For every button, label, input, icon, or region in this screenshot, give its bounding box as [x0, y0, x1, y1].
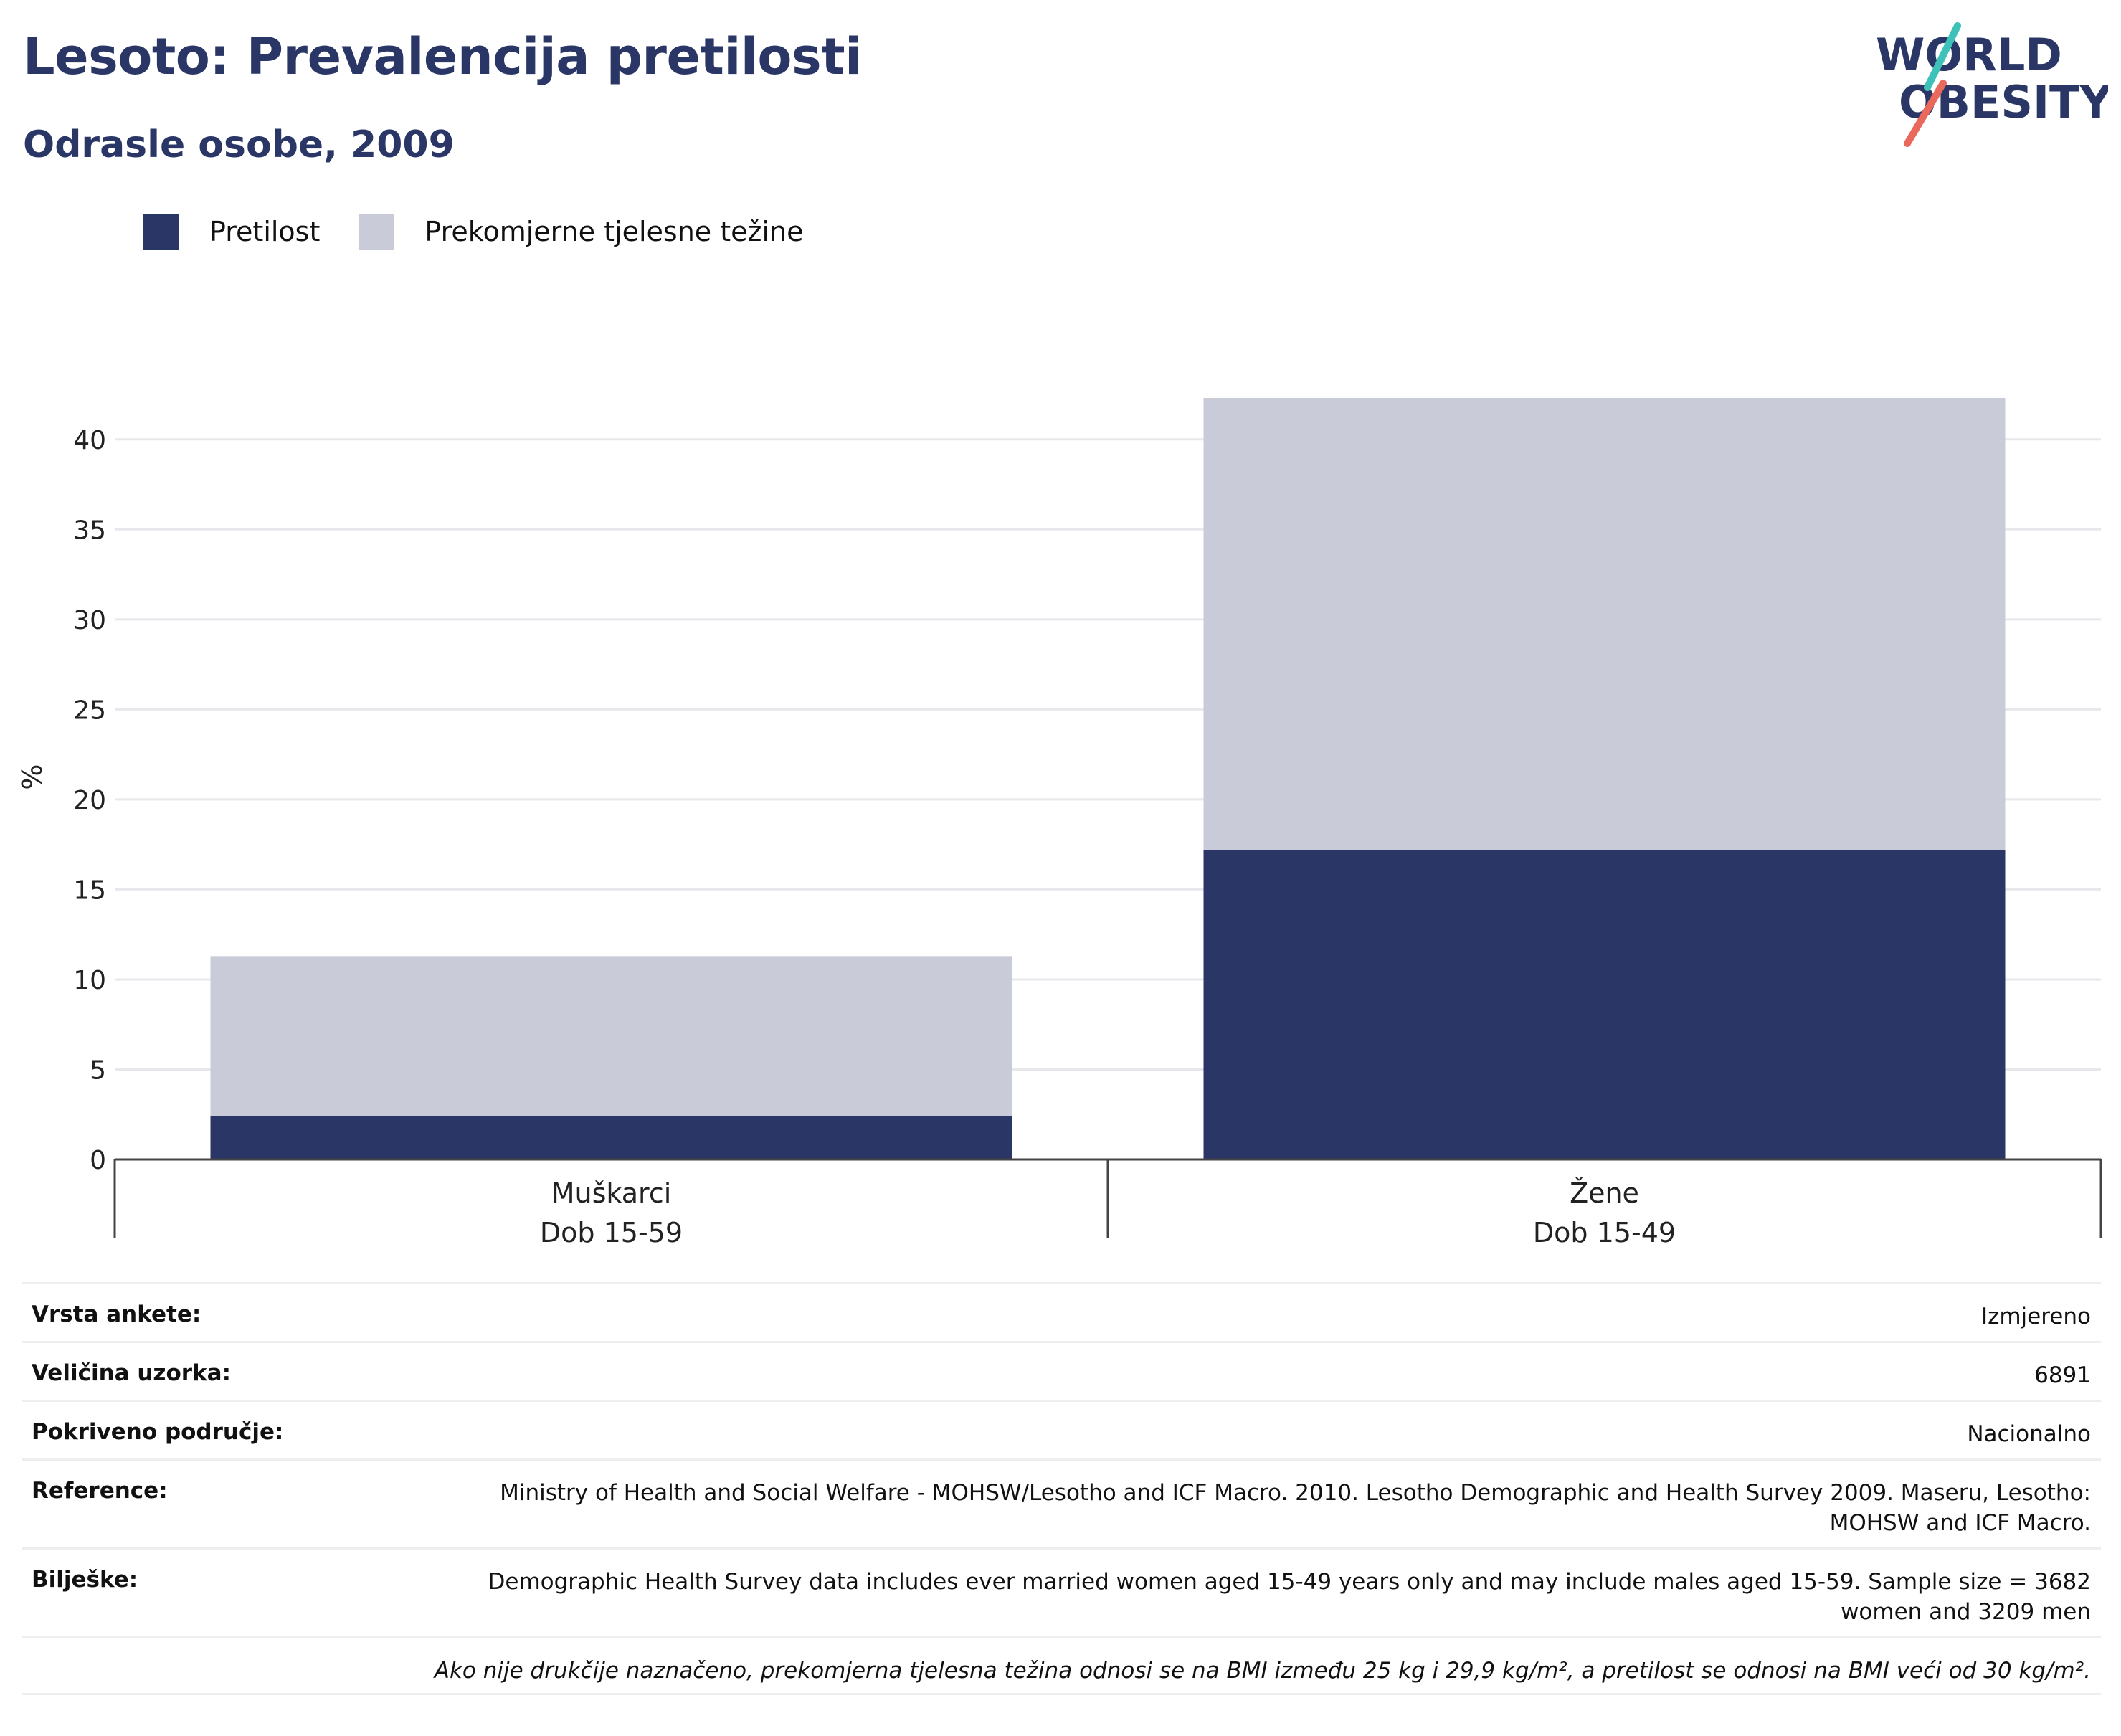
chart-subtitle: Odrasle osobe, 2009 [23, 123, 455, 166]
coverage-label: Pokriveno područje: [32, 1419, 284, 1445]
logo-word-world: WORLD [1876, 29, 2062, 81]
sample-size-value: 6891 [2034, 1362, 2091, 1388]
survey-type-label: Vrsta ankete: [32, 1301, 201, 1327]
y-tick-label: 25 [73, 696, 106, 725]
y-tick-label: 10 [73, 966, 106, 995]
info-row-notes: Bilješke: Demographic Health Survey data… [22, 1547, 2101, 1636]
y-tick-label: 5 [90, 1056, 106, 1085]
bar-obesity-1 [1203, 850, 2006, 1159]
legend-swatch-obesity [143, 214, 179, 250]
bar-overweight-1 [1203, 398, 2006, 850]
chart-title: Lesoto: Prevalencija pretilosti [23, 27, 862, 86]
logo-slash-teal [1924, 22, 1961, 91]
info-row-footnote: Ako nije drukčije naznačeno, prekomjerna… [22, 1636, 2101, 1695]
x-category-sublabel: Dob 15-49 [1533, 1217, 1676, 1248]
info-row-sample-size: Veličina uzorka: 6891 [22, 1341, 2101, 1400]
y-tick-label: 40 [73, 426, 106, 455]
x-category-sublabel: Dob 15-59 [540, 1217, 683, 1248]
coverage-value: Nacionalno [1967, 1421, 2091, 1447]
reference-value: Ministry of Health and Social Welfare - … [500, 1480, 2091, 1536]
info-row-reference: Reference: Ministry of Health and Social… [22, 1458, 2101, 1547]
y-tick-label: 20 [73, 786, 106, 815]
world-obesity-logo: WORLD OBESITY [1876, 22, 2108, 147]
x-category-label: Žene [1570, 1177, 1639, 1209]
y-tick-label: 30 [73, 606, 106, 635]
y-tick-label: 15 [73, 876, 106, 905]
info-row-survey-type: Vrsta ankete: Izmjereno [22, 1282, 2101, 1341]
stacked-bar-chart: 0 5 10 15 20 25 30 35 40% Muškarci Dob 15-59 Žene Do… [16, 398, 2102, 1248]
y-tick-label: 0 [90, 1146, 106, 1175]
reference-label: Reference: [32, 1478, 168, 1504]
footnote-text: Ako nije drukčije naznačeno, prekomjerna… [434, 1658, 2091, 1684]
logo-slash-coral [1904, 80, 1947, 147]
x-category-label: Muškarci [551, 1177, 672, 1209]
notes-value: Demographic Health Survey data includes … [488, 1569, 2092, 1625]
bar-overweight-0 [210, 956, 1012, 1116]
notes-label: Bilješke: [32, 1567, 138, 1593]
bar-obesity-0 [210, 1116, 1012, 1159]
sample-size-label: Veličina uzorka: [32, 1360, 231, 1386]
legend-label-obesity: Pretilost [209, 216, 321, 247]
survey-type-value: Izmjereno [1980, 1304, 2091, 1329]
survey-info-table: Vrsta ankete: Izmjereno Veličina uzorka:… [22, 1282, 2101, 1695]
info-row-coverage: Pokriveno područje: Nacionalno [22, 1400, 2101, 1458]
legend-swatch-overweight [359, 214, 395, 250]
y-tick-label: 35 [73, 516, 106, 545]
y-axis-label: % [16, 764, 48, 789]
legend-label-overweight: Prekomjerne tjelesne težine [424, 216, 804, 247]
chart-legend: Pretilost Prekomjerne tjelesne težine [143, 214, 843, 250]
